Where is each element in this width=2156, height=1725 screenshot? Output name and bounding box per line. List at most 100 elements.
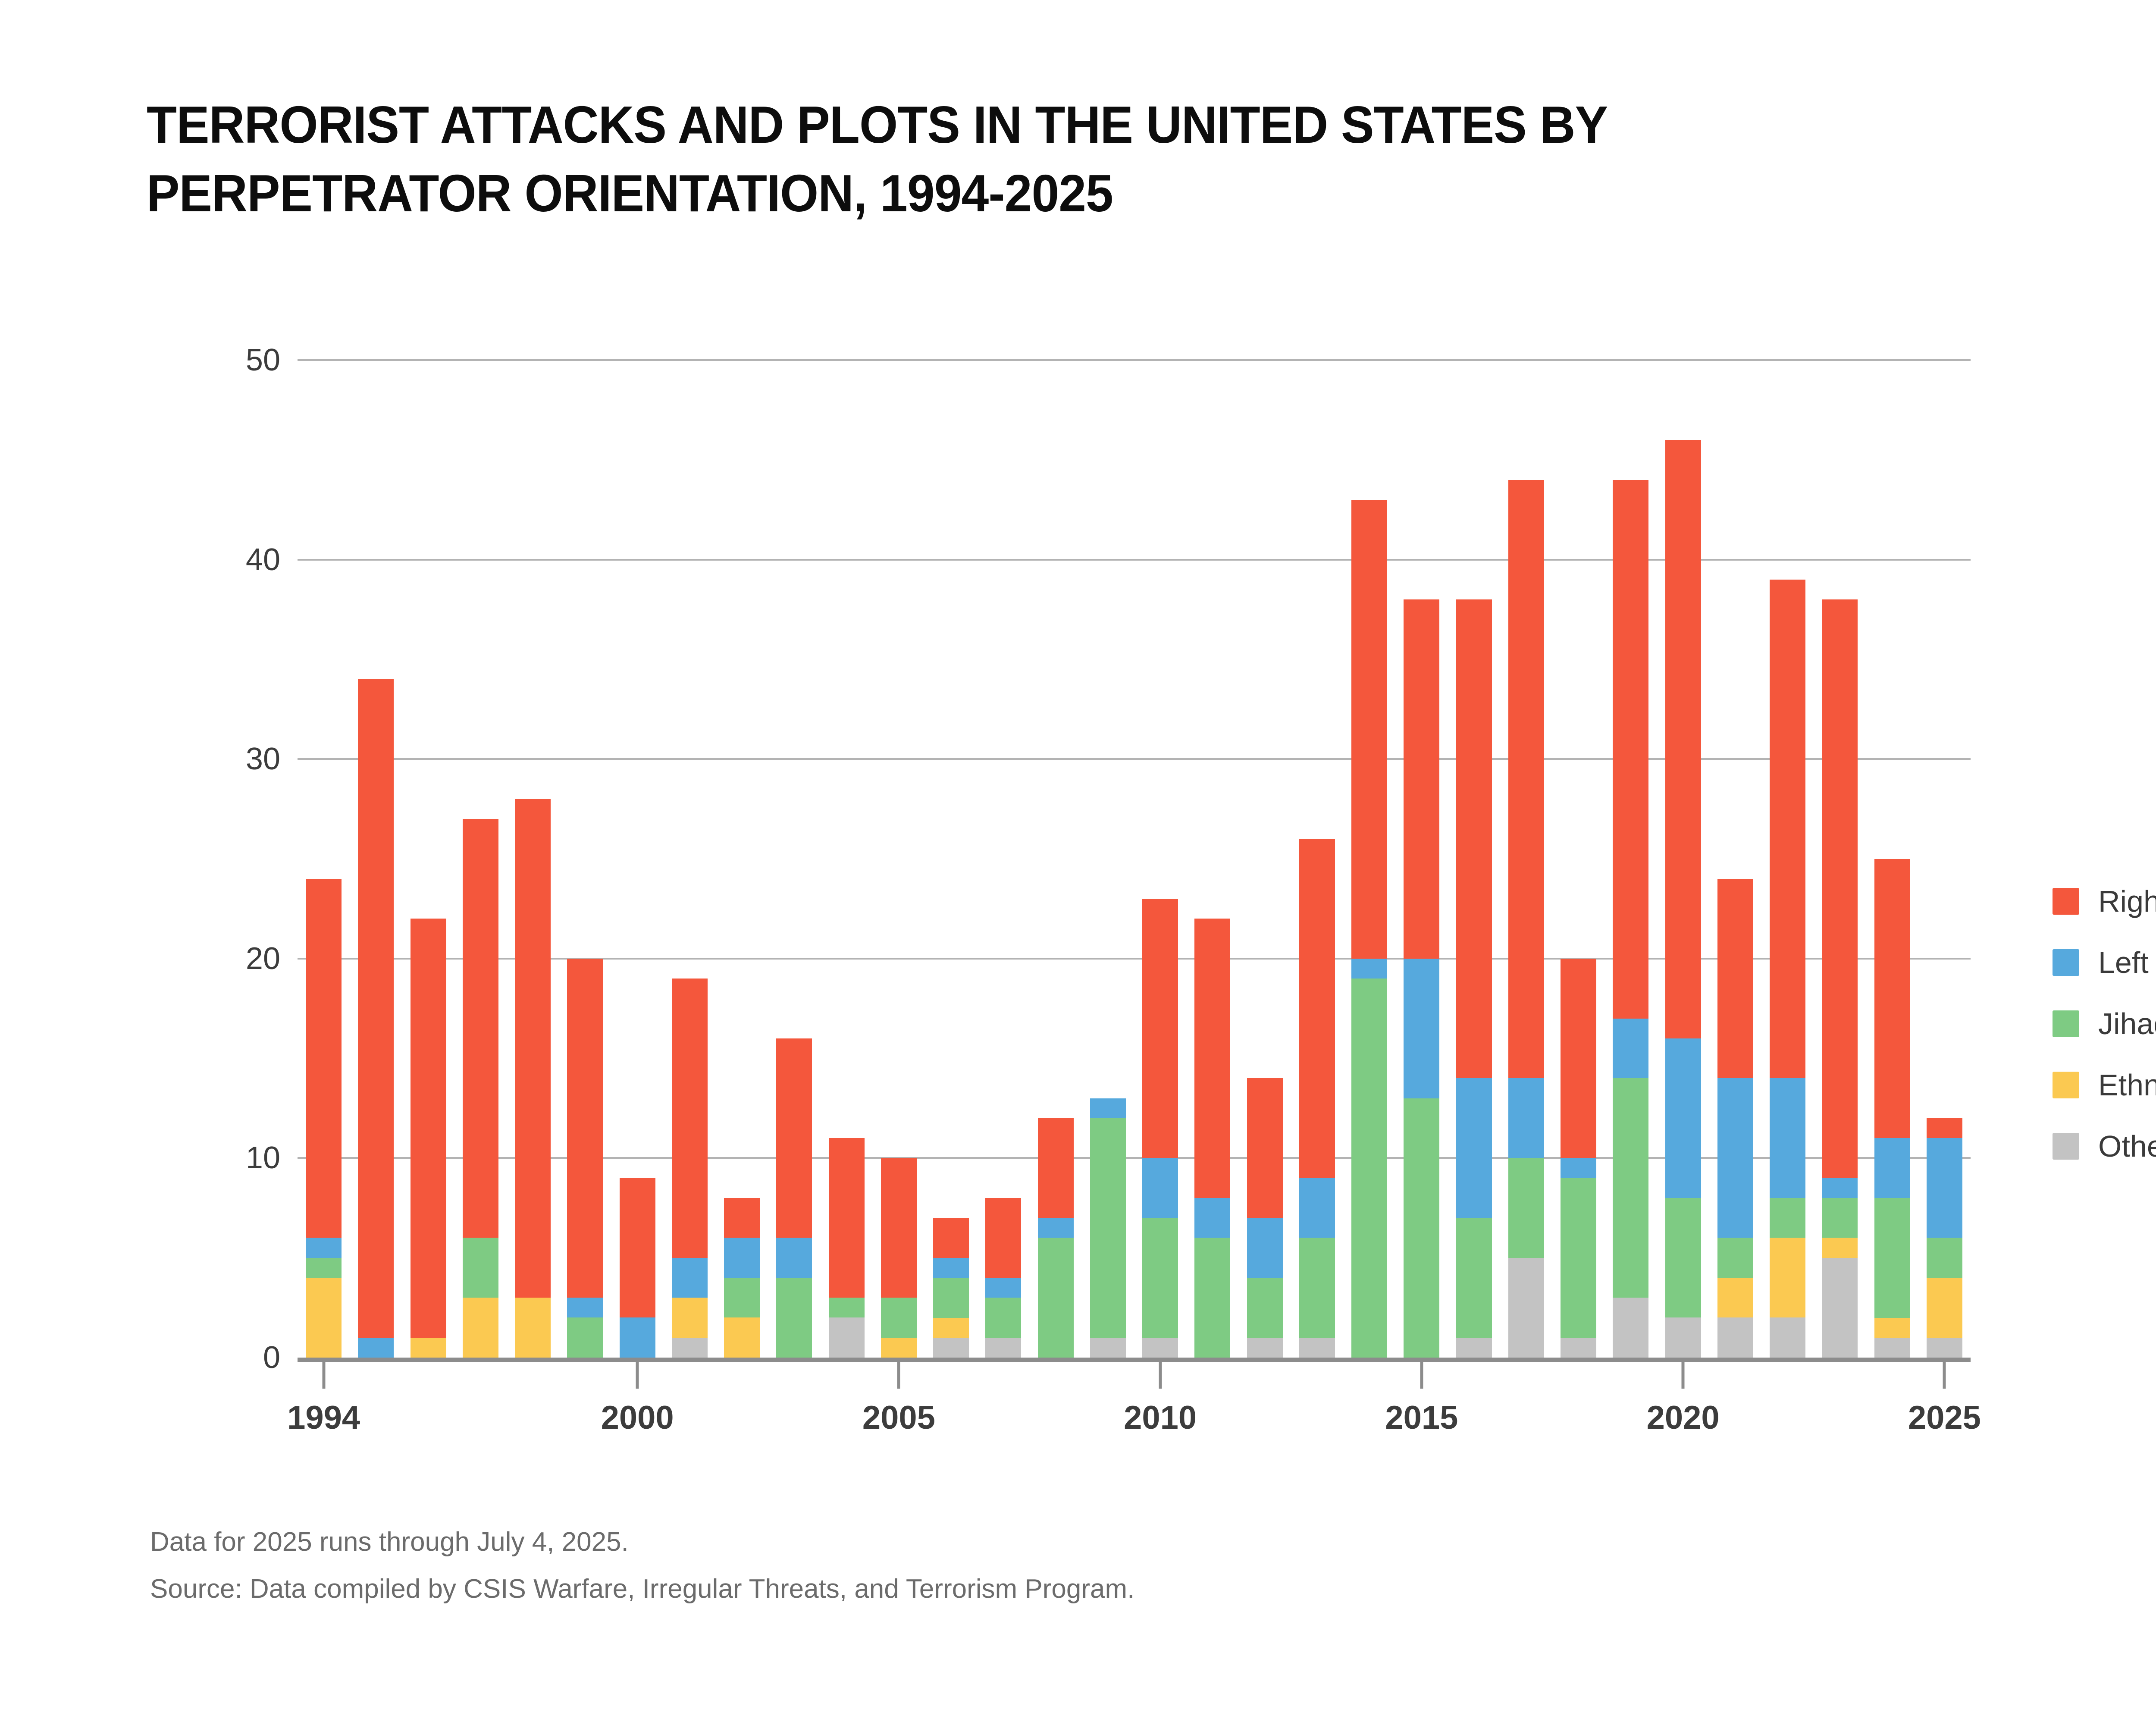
bar-segment-left[interactable] [933, 1258, 969, 1278]
bar-segment-jihadist[interactable] [776, 1277, 812, 1358]
bar-1995[interactable] [358, 679, 394, 1358]
bar-segment-right[interactable] [619, 1178, 655, 1318]
bar-segment-left[interactable] [1456, 1078, 1492, 1218]
bar-segment-left[interactable] [1717, 1078, 1753, 1238]
bar-segment-other[interactable] [1561, 1337, 1597, 1358]
bar-segment-ethnonationalist[interactable] [933, 1317, 969, 1338]
bar-2006[interactable] [933, 1218, 969, 1358]
bar-segment-left[interactable] [985, 1277, 1022, 1298]
bar-segment-right[interactable] [985, 1198, 1022, 1278]
bar-2009[interactable] [1090, 1098, 1126, 1358]
bar-segment-ethnonationalist[interactable] [1926, 1277, 1962, 1338]
bar-segment-right[interactable] [881, 1158, 917, 1298]
bar-segment-left[interactable] [1037, 1218, 1074, 1238]
bar-segment-ethnonationalist[interactable] [306, 1277, 342, 1358]
bar-segment-other[interactable] [1247, 1337, 1283, 1358]
bar-2015[interactable] [1404, 599, 1440, 1358]
bar-segment-right[interactable] [1874, 859, 1910, 1138]
bar-2014[interactable] [1351, 499, 1388, 1358]
bar-segment-left[interactable] [1874, 1138, 1910, 1198]
bar-segment-right[interactable] [1456, 599, 1492, 1079]
bar-segment-other[interactable] [1770, 1317, 1806, 1358]
bar-2022[interactable] [1770, 579, 1806, 1358]
bar-segment-jihadist[interactable] [1456, 1218, 1492, 1338]
bar-segment-other[interactable] [1874, 1337, 1910, 1358]
bar-1996[interactable] [410, 919, 446, 1358]
bar-2012[interactable] [1247, 1078, 1283, 1358]
bar-segment-other[interactable] [1926, 1337, 1962, 1358]
bar-segment-other[interactable] [671, 1337, 708, 1358]
bar-segment-left[interactable] [724, 1238, 760, 1278]
bar-segment-jihadist[interactable] [724, 1277, 760, 1318]
bar-segment-jihadist[interactable] [1351, 979, 1388, 1358]
bar-segment-jihadist[interactable] [1717, 1238, 1753, 1278]
bar-segment-left[interactable] [1665, 1038, 1701, 1198]
bar-segment-ethnonationalist[interactable] [671, 1298, 708, 1338]
bar-segment-ethnonationalist[interactable] [462, 1298, 498, 1358]
bar-segment-right[interactable] [1822, 599, 1858, 1178]
bar-segment-right[interactable] [410, 919, 446, 1338]
bar-segment-jihadist[interactable] [1613, 1078, 1649, 1298]
bar-2025[interactable] [1926, 1118, 1962, 1358]
bar-segment-jihadist[interactable] [1037, 1238, 1074, 1358]
bar-segment-jihadist[interactable] [1194, 1238, 1231, 1358]
bar-2019[interactable] [1613, 480, 1649, 1358]
bar-segment-left[interactable] [619, 1317, 655, 1358]
bar-segment-jihadist[interactable] [828, 1298, 865, 1318]
bar-segment-other[interactable] [828, 1317, 865, 1358]
bar-segment-ethnonationalist[interactable] [1717, 1277, 1753, 1318]
bar-segment-right[interactable] [306, 878, 342, 1238]
bar-2023[interactable] [1822, 599, 1858, 1358]
bar-2017[interactable] [1508, 480, 1544, 1358]
bar-segment-other[interactable] [1717, 1317, 1753, 1358]
bar-segment-other[interactable] [1142, 1337, 1178, 1358]
bar-segment-left[interactable] [1508, 1078, 1544, 1158]
bar-segment-right[interactable] [1717, 878, 1753, 1079]
bar-segment-jihadist[interactable] [1926, 1238, 1962, 1278]
bar-segment-right[interactable] [1561, 958, 1597, 1158]
bar-segment-jihadist[interactable] [1822, 1198, 1858, 1238]
bar-2001[interactable] [671, 979, 708, 1358]
bar-1999[interactable] [567, 958, 603, 1358]
bar-segment-right[interactable] [1404, 599, 1440, 959]
bar-2002[interactable] [724, 1198, 760, 1358]
bar-2004[interactable] [828, 1138, 865, 1358]
bar-segment-left[interactable] [1613, 1018, 1649, 1079]
bar-segment-left[interactable] [1404, 958, 1440, 1098]
bar-segment-jihadist[interactable] [462, 1238, 498, 1298]
bar-2021[interactable] [1717, 878, 1753, 1358]
bar-segment-right[interactable] [515, 799, 551, 1298]
bar-segment-left[interactable] [1926, 1138, 1962, 1238]
bar-segment-jihadist[interactable] [1561, 1178, 1597, 1338]
bar-segment-jihadist[interactable] [1247, 1277, 1283, 1338]
bar-segment-ethnonationalist[interactable] [1822, 1238, 1858, 1258]
bar-segment-right[interactable] [933, 1218, 969, 1258]
bar-segment-right[interactable] [1142, 899, 1178, 1158]
bar-segment-right[interactable] [1037, 1118, 1074, 1218]
bar-segment-right[interactable] [1299, 839, 1335, 1178]
bar-segment-jihadist[interactable] [1142, 1218, 1178, 1338]
legend-item-right[interactable]: Right [2053, 884, 2156, 919]
bar-segment-left[interactable] [1822, 1178, 1858, 1198]
bar-segment-right[interactable] [567, 958, 603, 1298]
bar-2018[interactable] [1561, 958, 1597, 1358]
bar-segment-left[interactable] [1351, 958, 1388, 979]
bar-segment-right[interactable] [1613, 480, 1649, 1019]
bar-segment-other[interactable] [933, 1337, 969, 1358]
bar-segment-jihadist[interactable] [1874, 1198, 1910, 1318]
bar-segment-right[interactable] [776, 1038, 812, 1238]
bar-1997[interactable] [462, 819, 498, 1358]
bar-segment-ethnonationalist[interactable] [1874, 1317, 1910, 1338]
bar-segment-right[interactable] [1770, 579, 1806, 1079]
bar-segment-ethnonationalist[interactable] [1770, 1238, 1806, 1318]
bar-segment-right[interactable] [724, 1198, 760, 1238]
bar-segment-jihadist[interactable] [1665, 1198, 1701, 1318]
bar-segment-other[interactable] [1665, 1317, 1701, 1358]
bar-segment-jihadist[interactable] [1299, 1238, 1335, 1338]
bar-1994[interactable] [306, 878, 342, 1358]
bar-segment-other[interactable] [1090, 1337, 1126, 1358]
bar-segment-jihadist[interactable] [933, 1277, 969, 1318]
legend-item-jihadist[interactable]: Jihadist [2053, 1007, 2156, 1041]
bar-segment-right[interactable] [462, 819, 498, 1238]
bar-segment-other[interactable] [1822, 1258, 1858, 1358]
